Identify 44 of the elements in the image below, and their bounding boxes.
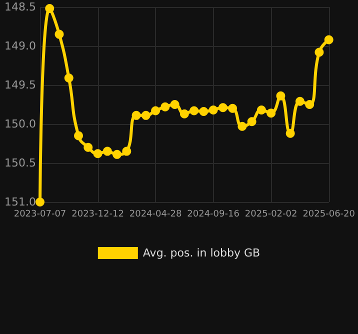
point bbox=[36, 198, 44, 206]
point bbox=[286, 128, 295, 138]
point bbox=[266, 108, 276, 118]
y-tick-label: 151.0 bbox=[4, 196, 36, 208]
y-tick-label: 149.0 bbox=[4, 40, 36, 52]
point bbox=[54, 30, 64, 39]
y-tick-label: 150.0 bbox=[4, 118, 36, 130]
x-tick-label: 2025-06-20 bbox=[302, 210, 356, 220]
point bbox=[64, 73, 74, 82]
point bbox=[218, 103, 228, 112]
point bbox=[305, 100, 314, 109]
point bbox=[74, 131, 84, 140]
point bbox=[102, 146, 112, 156]
point bbox=[247, 117, 256, 126]
x-tick-label: 2023-12-12 bbox=[72, 210, 124, 220]
point bbox=[132, 110, 141, 120]
point bbox=[208, 105, 218, 114]
x-tick-label: 2025-02-02 bbox=[244, 210, 298, 220]
point bbox=[180, 109, 189, 118]
x-tick-label: 2024-09-16 bbox=[187, 210, 240, 220]
y-tick-label: 150.5 bbox=[4, 156, 36, 170]
point bbox=[276, 91, 286, 100]
point bbox=[295, 96, 304, 106]
point bbox=[122, 146, 132, 156]
x-tick-label: 2024-04-28 bbox=[129, 210, 182, 220]
point bbox=[170, 100, 180, 109]
point bbox=[151, 106, 160, 116]
point bbox=[93, 149, 102, 158]
point bbox=[84, 142, 93, 152]
point bbox=[256, 105, 266, 114]
point bbox=[324, 35, 334, 44]
point bbox=[141, 110, 150, 120]
point bbox=[160, 102, 170, 112]
legend-label: Avg. pos. in lobby GB bbox=[142, 246, 260, 260]
x-tick-label: 2023-07-07 bbox=[14, 210, 66, 220]
point bbox=[190, 106, 199, 116]
point bbox=[314, 48, 324, 57]
point bbox=[112, 150, 122, 159]
point bbox=[238, 122, 247, 131]
point bbox=[199, 107, 208, 116]
point bbox=[45, 4, 54, 14]
y-tick-label: 148.5 bbox=[4, 0, 36, 14]
point bbox=[228, 104, 238, 113]
y-tick-label: 149.5 bbox=[4, 78, 36, 92]
